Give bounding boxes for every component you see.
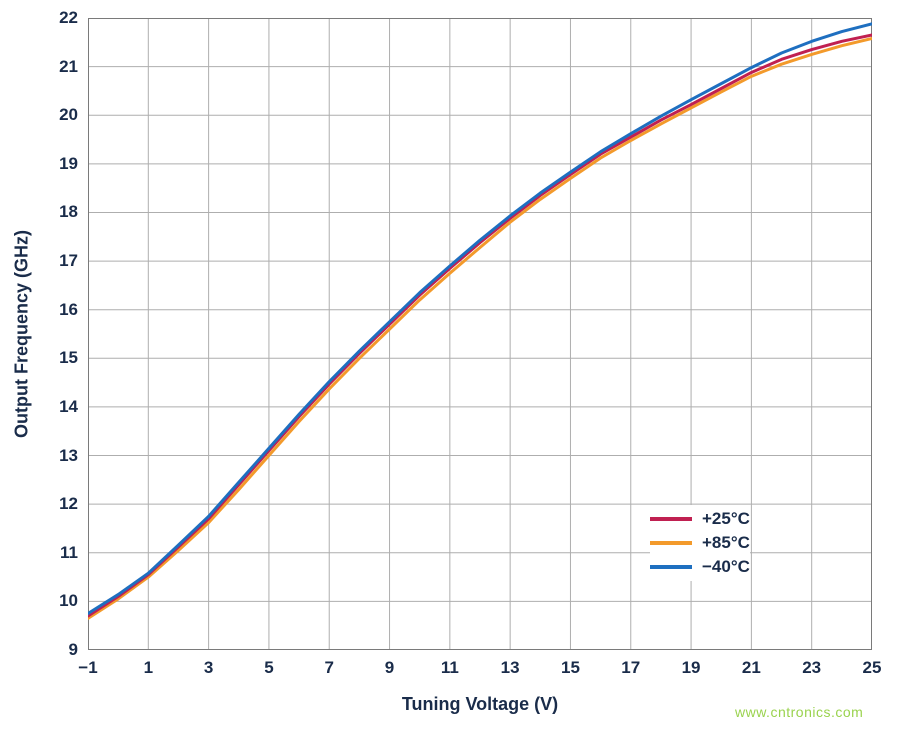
x-tick-label: 11	[441, 650, 459, 678]
x-tick-label: −1	[78, 650, 97, 678]
x-tick-label: 9	[385, 650, 394, 678]
chart-container: Output Frequency (GHz) 91011121314151617…	[0, 0, 900, 730]
y-tick-label: 16	[59, 300, 88, 320]
legend-swatch	[650, 565, 692, 569]
x-tick-label: 19	[682, 650, 701, 678]
y-tick-label: 21	[59, 57, 88, 77]
legend-label: +25°C	[702, 509, 750, 529]
legend-swatch	[650, 517, 692, 521]
legend-label: +85°C	[702, 533, 750, 553]
y-tick-label: 18	[59, 202, 88, 222]
x-tick-label: 23	[802, 650, 821, 678]
x-tick-label: 21	[742, 650, 761, 678]
x-axis-label: Tuning Voltage (V)	[402, 694, 558, 715]
y-tick-label: 14	[59, 397, 88, 417]
y-tick-label: 19	[59, 154, 88, 174]
legend-swatch	[650, 541, 692, 545]
series-plus85c	[88, 38, 872, 618]
legend: +25°C +85°C −40°C	[650, 505, 750, 581]
y-tick-label: 12	[59, 494, 88, 514]
y-tick-label: 22	[59, 8, 88, 28]
watermark: www.cntronics.com	[735, 704, 863, 720]
x-tick-label: 13	[501, 650, 520, 678]
x-tick-label: 15	[561, 650, 580, 678]
y-tick-label: 11	[60, 543, 88, 563]
legend-item: +85°C	[650, 533, 750, 553]
x-tick-label: 1	[144, 650, 153, 678]
x-tick-label: 17	[621, 650, 640, 678]
x-tick-label: 3	[204, 650, 213, 678]
x-tick-label: 5	[264, 650, 273, 678]
y-tick-label: 13	[59, 446, 88, 466]
y-tick-label: 17	[59, 251, 88, 271]
series-plus25c	[88, 35, 872, 616]
y-axis-label: Output Frequency (GHz)	[12, 230, 33, 438]
x-tick-label: 25	[863, 650, 882, 678]
y-tick-label: 10	[59, 591, 88, 611]
x-tick-label: 7	[324, 650, 333, 678]
legend-item: +25°C	[650, 509, 750, 529]
chart-svg	[88, 18, 872, 650]
plot-area: 910111213141516171819202122−113579111315…	[88, 18, 872, 650]
legend-label: −40°C	[702, 557, 750, 577]
legend-item: −40°C	[650, 557, 750, 577]
y-tick-label: 15	[59, 348, 88, 368]
plot-border	[88, 18, 872, 650]
y-tick-label: 20	[59, 105, 88, 125]
